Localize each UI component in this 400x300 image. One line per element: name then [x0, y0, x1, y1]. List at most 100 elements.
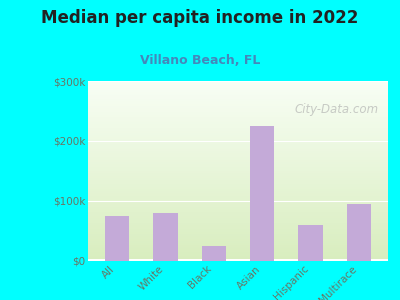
Bar — [88, 250, 388, 252]
Bar — [88, 122, 388, 124]
Bar — [88, 182, 388, 184]
Bar — [88, 155, 388, 157]
Bar — [88, 241, 388, 243]
Bar — [88, 229, 388, 230]
Bar — [88, 248, 388, 250]
Bar — [88, 167, 388, 169]
Bar — [88, 225, 388, 227]
Bar — [88, 212, 388, 214]
Bar — [88, 220, 388, 221]
Bar — [88, 178, 388, 180]
Bar — [88, 95, 388, 97]
Bar — [88, 205, 388, 207]
Bar — [88, 223, 388, 225]
Bar — [88, 187, 388, 189]
Bar — [88, 115, 388, 117]
Bar — [88, 81, 388, 83]
Bar — [88, 247, 388, 248]
Bar — [88, 232, 388, 234]
Bar — [88, 221, 388, 223]
Bar — [88, 142, 388, 144]
Bar — [88, 184, 388, 185]
Bar — [88, 230, 388, 232]
Bar — [88, 216, 388, 218]
Bar — [88, 200, 388, 202]
Bar — [88, 131, 388, 133]
Bar — [88, 128, 388, 130]
Bar — [88, 176, 388, 178]
Bar — [88, 180, 388, 182]
Bar — [88, 175, 388, 176]
Bar — [88, 252, 388, 254]
Bar — [250, 126, 274, 261]
Bar — [88, 256, 388, 257]
Bar — [88, 130, 388, 131]
Bar — [88, 121, 388, 122]
Bar — [88, 133, 388, 135]
Bar — [88, 194, 388, 196]
Bar — [88, 173, 388, 175]
Text: Median per capita income in 2022: Median per capita income in 2022 — [41, 9, 359, 27]
Bar — [88, 144, 388, 146]
Bar — [88, 103, 388, 104]
Bar — [88, 196, 388, 198]
Bar — [88, 112, 388, 113]
Bar — [88, 90, 388, 92]
Bar — [88, 146, 388, 148]
Bar — [88, 149, 388, 151]
Bar — [153, 213, 178, 261]
Bar — [88, 104, 388, 106]
Text: Villano Beach, FL: Villano Beach, FL — [140, 54, 260, 67]
Bar — [88, 79, 388, 81]
Bar — [347, 204, 371, 261]
Bar — [88, 202, 388, 203]
Bar — [88, 169, 388, 171]
Bar — [88, 227, 388, 229]
Bar — [88, 171, 388, 173]
Bar — [88, 164, 388, 166]
Bar — [88, 148, 388, 149]
Bar — [88, 86, 388, 88]
Bar — [88, 193, 388, 194]
Bar — [88, 135, 388, 137]
Bar — [88, 106, 388, 108]
Bar — [88, 166, 388, 167]
Bar — [88, 151, 388, 153]
Bar — [88, 83, 388, 85]
Bar — [88, 160, 388, 162]
Bar — [88, 254, 388, 256]
Bar — [88, 85, 388, 86]
Bar — [88, 119, 388, 121]
Bar — [298, 225, 323, 261]
Bar — [88, 198, 388, 200]
Bar — [88, 110, 388, 112]
Bar — [88, 158, 388, 160]
Bar — [88, 243, 388, 245]
Bar — [88, 191, 388, 193]
Bar — [88, 126, 388, 128]
Bar — [88, 209, 388, 211]
Bar — [88, 207, 388, 209]
Bar — [88, 97, 388, 99]
Bar — [88, 153, 388, 155]
Bar — [88, 239, 388, 241]
Bar — [88, 94, 388, 95]
Bar — [88, 234, 388, 236]
Bar — [88, 139, 388, 140]
Bar — [88, 99, 388, 101]
Text: City-Data.com: City-Data.com — [295, 103, 379, 116]
Bar — [105, 216, 129, 261]
Bar — [88, 92, 388, 94]
Bar — [88, 137, 388, 139]
Bar — [88, 218, 388, 220]
Bar — [88, 124, 388, 126]
Bar — [88, 157, 388, 158]
Bar — [88, 88, 388, 90]
Bar — [88, 189, 388, 191]
Bar — [88, 117, 388, 119]
Bar — [88, 214, 388, 216]
Bar — [88, 236, 388, 238]
Bar — [88, 257, 388, 259]
Bar — [88, 101, 388, 103]
Bar — [88, 162, 388, 164]
